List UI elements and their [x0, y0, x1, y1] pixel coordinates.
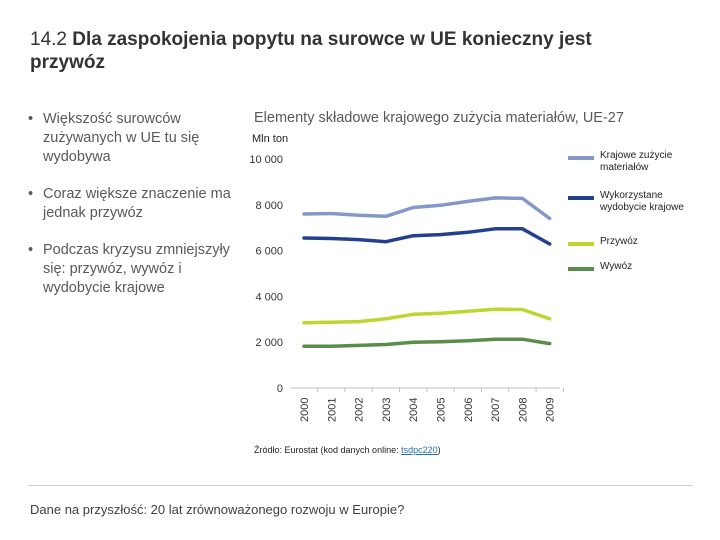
- bullet-item: Coraz większe znaczenie ma jednak przywó…: [28, 185, 233, 223]
- y-tick-label: 4 000: [255, 291, 283, 303]
- legend-label: Wykorzystane wydobycie krajowe: [600, 190, 684, 213]
- y-tick-label: 2 000: [255, 337, 283, 349]
- source-prefix: Źródło: Eurostat (kod danych online:: [254, 445, 402, 455]
- legend-label: Wywóz: [600, 261, 633, 272]
- x-tick-label: 2005: [436, 398, 448, 422]
- footer-text: Dane na przyszłość: 20 lat zrównoważoneg…: [30, 502, 405, 517]
- legend-label: Przywóz: [600, 236, 638, 247]
- x-tick-label: 2009: [545, 398, 557, 422]
- x-tick-label: 2004: [408, 398, 420, 422]
- series-line-3: [302, 307, 552, 325]
- x-tick-label: 2002: [354, 398, 366, 422]
- y-tick-label: 6 000: [255, 246, 283, 258]
- series-line-2: [302, 227, 552, 246]
- slide-title-text: Dla zaspokojenia popytu na surowce w UE …: [30, 29, 592, 73]
- y-tick-label: 10 000: [249, 154, 283, 166]
- x-tick-label: 2001: [326, 398, 338, 422]
- x-tick-label: 2008: [517, 398, 529, 422]
- legend-swatch: [568, 242, 594, 246]
- source-link[interactable]: tsdpc220: [401, 445, 438, 455]
- slide-number: 14.2: [30, 29, 67, 50]
- footer-divider: [28, 485, 693, 486]
- source-note: Źródło: Eurostat (kod danych online: tsd…: [254, 445, 441, 455]
- y-tick-label: 0: [277, 383, 283, 395]
- source-suffix: ): [437, 445, 441, 455]
- bullet-item: Większość surowców zużywanych w UE tu si…: [28, 110, 233, 167]
- y-axis-unit-label: Mln ton: [252, 133, 289, 145]
- bullet-list: Większość surowców zużywanych w UE tu si…: [28, 110, 233, 316]
- legend-swatch: [568, 156, 594, 160]
- x-tick-label: 2006: [463, 398, 475, 422]
- x-tick-label: 2003: [381, 398, 393, 422]
- slide-title: 14.2 Dla zaspokojenia popytu na surowce …: [30, 28, 670, 74]
- series-line-1: [302, 196, 552, 221]
- x-tick-label: 2007: [490, 398, 502, 422]
- bullet-item: Podczas kryzysu zmniejszyły się: przywóz…: [28, 241, 233, 298]
- chart-title: Elementy składowe krajowego zużycia mate…: [254, 110, 624, 126]
- legend-swatch: [568, 196, 594, 200]
- legend-swatch: [568, 267, 594, 271]
- y-tick-label: 8 000: [255, 200, 283, 212]
- series-line-4: [302, 337, 552, 349]
- x-tick-label: 2000: [299, 398, 311, 422]
- legend-label: Krajowe zużycie materiałów: [600, 150, 673, 173]
